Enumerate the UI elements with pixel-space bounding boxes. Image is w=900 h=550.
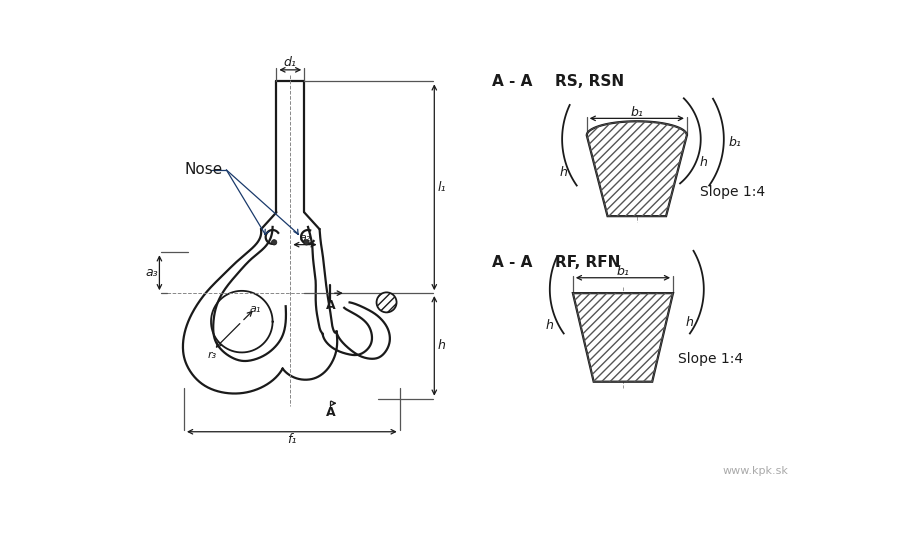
Text: h: h xyxy=(560,166,568,179)
Text: a₁: a₁ xyxy=(249,304,261,313)
Polygon shape xyxy=(573,293,673,382)
Text: www.kpk.sk: www.kpk.sk xyxy=(723,466,788,476)
Text: A - A: A - A xyxy=(492,74,533,89)
Text: Nose: Nose xyxy=(184,162,222,178)
Text: Slope 1:4: Slope 1:4 xyxy=(679,351,743,366)
Text: h: h xyxy=(686,316,694,329)
Text: A - A: A - A xyxy=(492,255,533,270)
Text: l₁: l₁ xyxy=(437,181,446,194)
Text: d₁: d₁ xyxy=(284,57,297,69)
Text: a₂: a₂ xyxy=(300,233,310,243)
Text: RF, RFN: RF, RFN xyxy=(555,255,621,270)
Polygon shape xyxy=(587,122,687,216)
Circle shape xyxy=(304,240,310,245)
Text: Slope 1:4: Slope 1:4 xyxy=(700,184,765,199)
Text: a₃: a₃ xyxy=(146,266,158,279)
Text: RS, RSN: RS, RSN xyxy=(555,74,625,89)
Text: f₁: f₁ xyxy=(287,433,296,446)
Text: A: A xyxy=(326,406,335,419)
Text: b₁: b₁ xyxy=(728,136,741,150)
Circle shape xyxy=(376,293,397,312)
Text: h: h xyxy=(700,156,707,169)
Text: r₃: r₃ xyxy=(207,350,217,360)
Text: h: h xyxy=(546,319,554,332)
Text: b₁: b₁ xyxy=(630,106,644,119)
Circle shape xyxy=(272,240,277,245)
Text: b₁: b₁ xyxy=(616,265,629,278)
Text: h: h xyxy=(438,339,446,353)
Text: A: A xyxy=(326,299,335,312)
